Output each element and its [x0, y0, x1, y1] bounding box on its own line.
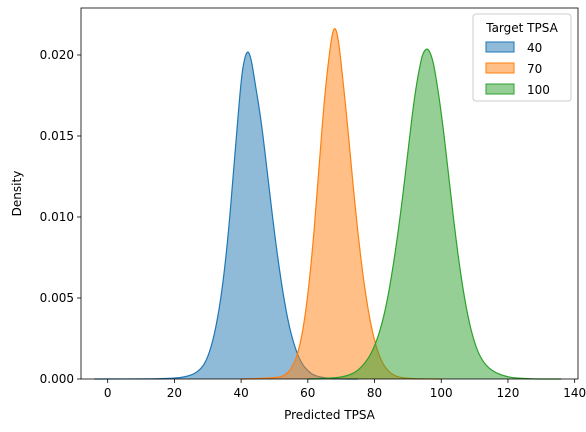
x-tick-label: 100: [430, 386, 453, 400]
y-tick-label: 0.015: [40, 129, 74, 143]
density-area-40: [94, 52, 358, 380]
x-axis-label: Predicted TPSA: [284, 408, 376, 422]
legend-label-100: 100: [527, 83, 550, 97]
x-tick-label: 140: [563, 386, 586, 400]
x-tick-label: 60: [300, 386, 315, 400]
legend-swatch-40: [485, 41, 515, 53]
y-tick-label: 0.010: [40, 210, 74, 224]
legend-label-70: 70: [527, 62, 542, 76]
legend: Target TPSA 40 70 100: [472, 13, 572, 102]
legend-entries: 40 70 100: [485, 41, 550, 97]
legend-swatch-70: [485, 62, 515, 74]
y-axis-label: Density: [10, 171, 24, 217]
density-line-100: [307, 48, 562, 380]
legend-box: [472, 13, 572, 102]
x-axis-ticks: 0 20 40 60 80 100 120 140: [104, 379, 586, 400]
x-tick-label: 20: [167, 386, 182, 400]
y-tick-label: 0.000: [40, 372, 74, 386]
legend-label-40: 40: [527, 41, 542, 55]
density-areas: [94, 28, 562, 380]
x-tick-label: 0: [104, 386, 112, 400]
y-tick-label: 0.005: [40, 291, 74, 305]
y-tick-label: 0.020: [40, 48, 74, 62]
legend-swatch-100: [485, 83, 515, 95]
density-area-100: [307, 49, 562, 380]
legend-title: Target TPSA: [485, 21, 558, 35]
x-tick-label: 40: [233, 386, 248, 400]
plot-frame: [80, 7, 579, 380]
density-area-70: [241, 28, 442, 379]
x-tick-label: 120: [496, 386, 519, 400]
x-tick-label: 80: [367, 386, 382, 400]
y-axis-ticks: 0.000 0.005 0.010 0.015 0.020: [40, 48, 81, 386]
